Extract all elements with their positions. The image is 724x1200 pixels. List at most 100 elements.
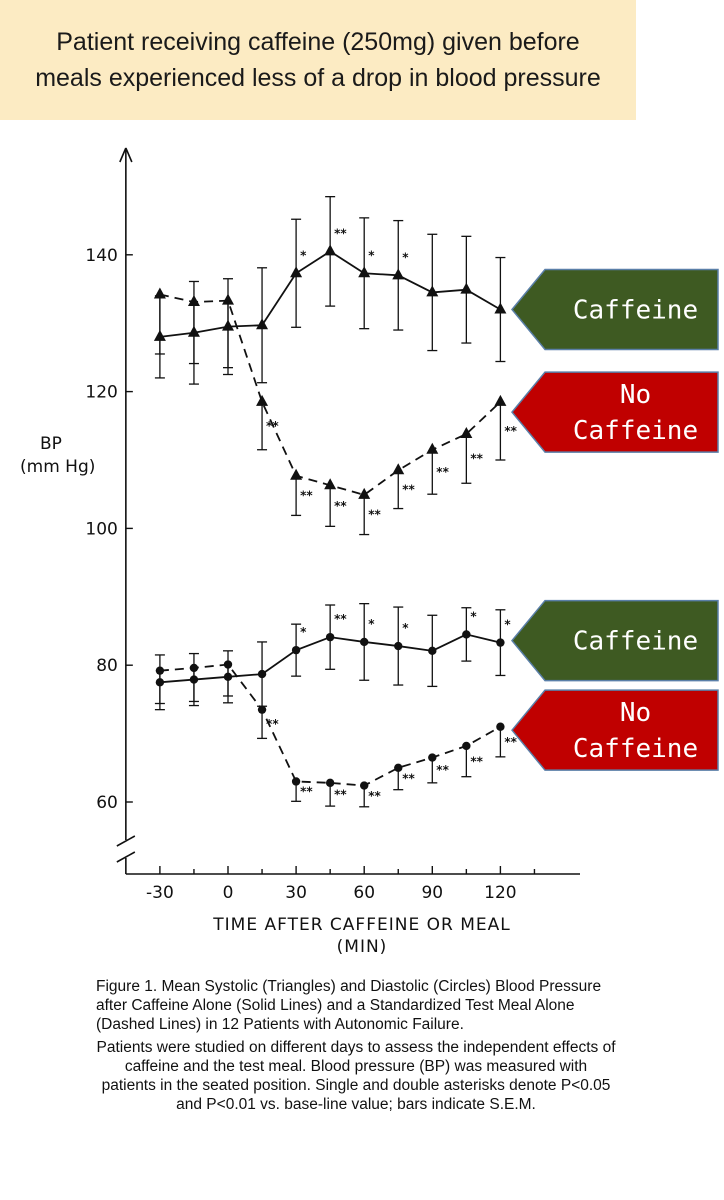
significance-mark: ** (504, 735, 517, 749)
tag-arrow-shape (511, 268, 719, 351)
significance-mark: * (504, 618, 511, 632)
series-line (159, 663, 501, 787)
significance-mark: ** (300, 784, 313, 798)
tag-label: No (620, 380, 651, 410)
caption-title: Figure 1. Mean Systolic (Triangles) and … (96, 978, 602, 1033)
figure-caption: Figure 1. Mean Systolic (Triangles) and … (96, 977, 616, 1118)
circle-marker (360, 637, 369, 647)
triangle-marker (426, 285, 439, 297)
triangle-marker (426, 442, 439, 454)
y-axis-label-line-2: (mm Hg) (20, 457, 95, 477)
series-4: ** ** ** ** ** ** ** ** (154, 660, 518, 808)
circle-marker (360, 781, 369, 790)
circle-marker (325, 778, 335, 788)
x-tick-label: -30 (146, 883, 174, 903)
triangle-marker (358, 487, 371, 499)
significance-mark: ** (470, 754, 483, 768)
chart-series: **** ******************** * ******* ** ******… (153, 196, 518, 808)
triangle-marker (460, 282, 473, 294)
triangle-marker (222, 293, 234, 305)
circle-marker (428, 646, 437, 656)
y-tick-label: 100 (85, 519, 117, 539)
series-3: *** * *** (154, 602, 511, 711)
significance-mark: ** (402, 772, 415, 786)
circle-marker (428, 753, 437, 762)
significance-mark: * (402, 621, 409, 635)
significance-mark: ** (300, 489, 313, 503)
significance-mark: ** (402, 482, 415, 496)
tag-3: Caffeine (511, 599, 719, 682)
caption-note: Patients were studied on different days … (96, 1039, 616, 1113)
circle-marker (496, 638, 505, 647)
circle-marker (223, 660, 233, 669)
series-line (159, 293, 502, 496)
triangle-marker (494, 394, 507, 406)
circle-marker (291, 777, 301, 786)
circle-marker (394, 763, 403, 772)
tag-label: Caffeine (573, 416, 698, 446)
triangle-marker (256, 318, 269, 330)
tag-label: Caffeine (573, 734, 698, 764)
significance-mark: ** (436, 465, 449, 479)
y-tick-label: 120 (85, 383, 117, 403)
x-tick-label: 60 (353, 883, 375, 903)
significance-mark: ** (368, 508, 381, 522)
circle-marker (291, 645, 301, 655)
significance-mark: ** (334, 499, 347, 513)
circle-marker (257, 705, 267, 714)
chart-axes: -30 0 30 60 90 120 60 80 100 120 140 (85, 147, 580, 903)
significance-mark: ** (436, 763, 449, 777)
series-2: ** ** ** ** ** ** ** ** (153, 287, 518, 536)
y-tick-label: 140 (85, 246, 117, 266)
headline-banner: Patient receiving caffeine (250mg) given… (0, 0, 636, 120)
tag-label: Caffeine (573, 296, 698, 326)
circle-marker (189, 663, 199, 673)
y-axis-break-mark (116, 835, 136, 847)
significance-mark: ** (266, 717, 279, 731)
series-tags: Caffeine No Caffeine Caffeine No Caffeine (511, 268, 719, 771)
significance-mark: * (368, 248, 375, 262)
tag-label: Caffeine (573, 627, 698, 657)
significance-mark: ** (368, 789, 381, 803)
x-tick-label: 0 (223, 883, 234, 903)
significance-mark: * (368, 617, 375, 631)
tag-arrow-shape (511, 689, 719, 771)
x-tick-label: 90 (421, 883, 443, 903)
triangle-marker (460, 427, 473, 439)
series-1: **** * (153, 196, 507, 385)
significance-mark: * (300, 625, 307, 639)
circle-marker (257, 669, 267, 679)
triangle-marker (324, 244, 337, 256)
x-axis-label-line-1: TIME AFTER CAFFEINE OR MEAL (212, 915, 510, 935)
significance-mark: ** (266, 419, 279, 433)
circle-marker (394, 641, 403, 651)
y-axis-arrow (119, 147, 133, 163)
y-tick-label: 80 (96, 656, 118, 676)
x-axis-label-line-2: (MIN) (337, 937, 388, 957)
significance-mark: * (300, 248, 307, 262)
y-tick-label: 60 (96, 793, 118, 813)
significance-mark: ** (334, 612, 347, 626)
triangle-marker (256, 394, 269, 406)
significance-mark: ** (504, 424, 517, 438)
significance-mark: ** (334, 787, 347, 801)
y-axis-label-line-1: BP (40, 434, 62, 454)
tag-label: No (620, 698, 651, 728)
tag-1: Caffeine (511, 268, 719, 351)
significance-mark: ** (470, 452, 483, 466)
tag-4: No Caffeine (511, 689, 719, 771)
headline-line-2: meals experienced less of a drop in bloo… (35, 64, 601, 92)
triangle-marker (392, 268, 405, 280)
circle-marker (325, 632, 335, 642)
circle-marker (155, 666, 165, 675)
significance-mark: * (470, 609, 477, 623)
triangle-marker (358, 266, 371, 278)
circle-marker (462, 630, 471, 639)
headline-line-1: Patient receiving caffeine (250mg) given… (56, 28, 580, 56)
significance-mark: * (402, 250, 409, 264)
triangle-marker (494, 302, 507, 314)
triangle-marker (290, 266, 303, 278)
circle-marker (462, 741, 471, 751)
triangle-marker (153, 287, 166, 299)
